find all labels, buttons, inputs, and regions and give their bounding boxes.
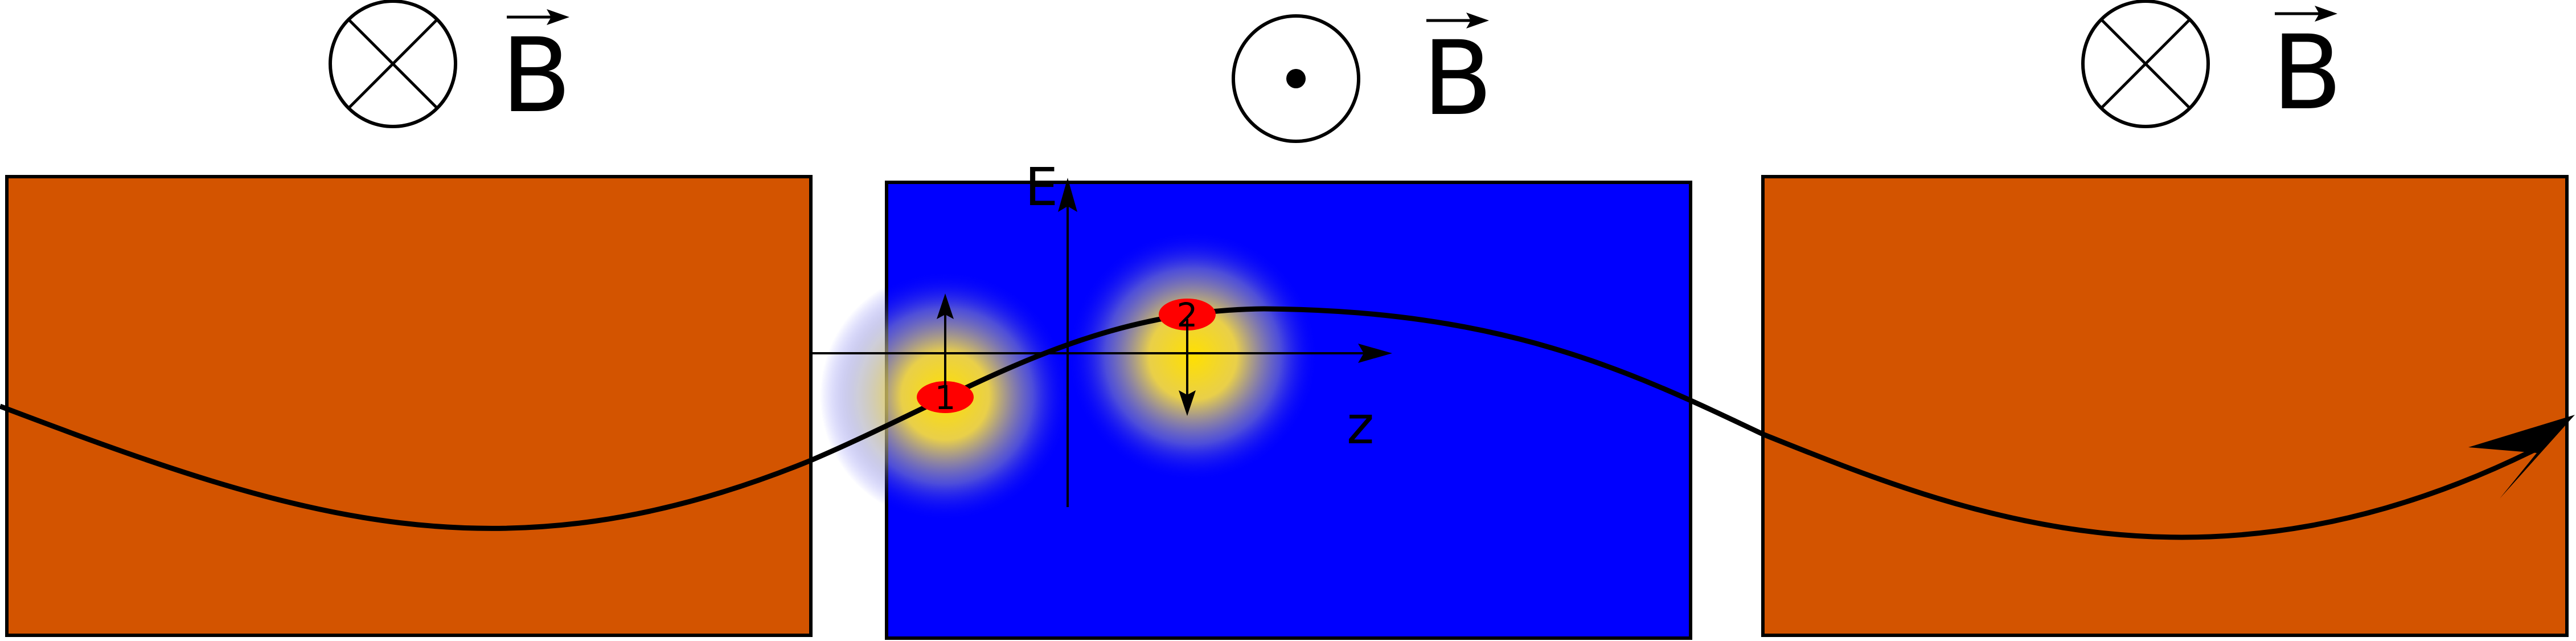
force-arrow-1-head <box>937 293 954 319</box>
e-axis-label: E <box>1025 157 1058 218</box>
electron-2 <box>1159 299 1216 330</box>
electron-1 <box>917 381 974 413</box>
vector-arrow-left-icon <box>507 9 569 25</box>
field-center-out-of-page-icon <box>1232 14 1360 143</box>
z-axis-arrowhead <box>1358 344 1392 363</box>
particle-2-glow <box>1068 231 1318 481</box>
e-axis-arrowhead <box>1058 178 1077 212</box>
field-center-label: B <box>1422 19 1493 138</box>
trajectory-arrowhead <box>2468 415 2575 499</box>
field-left-label: B <box>501 17 572 136</box>
electron-trajectory <box>0 306 2547 540</box>
field-right-into-page-icon <box>2081 0 2210 128</box>
field-right-label: B <box>2272 14 2343 133</box>
particle-2-label: 2 <box>1177 296 1198 334</box>
force-arrow-2-head <box>1179 390 1196 416</box>
particle-1-label: 1 <box>935 378 956 417</box>
vector-arrow-right-icon <box>2275 6 2337 22</box>
field-left-into-page-icon <box>329 0 457 128</box>
magnet-left <box>5 175 813 637</box>
vector-arrow-center-icon <box>1426 13 1489 28</box>
magnet-right <box>1761 175 2569 637</box>
z-axis-label: z <box>1347 395 1374 456</box>
